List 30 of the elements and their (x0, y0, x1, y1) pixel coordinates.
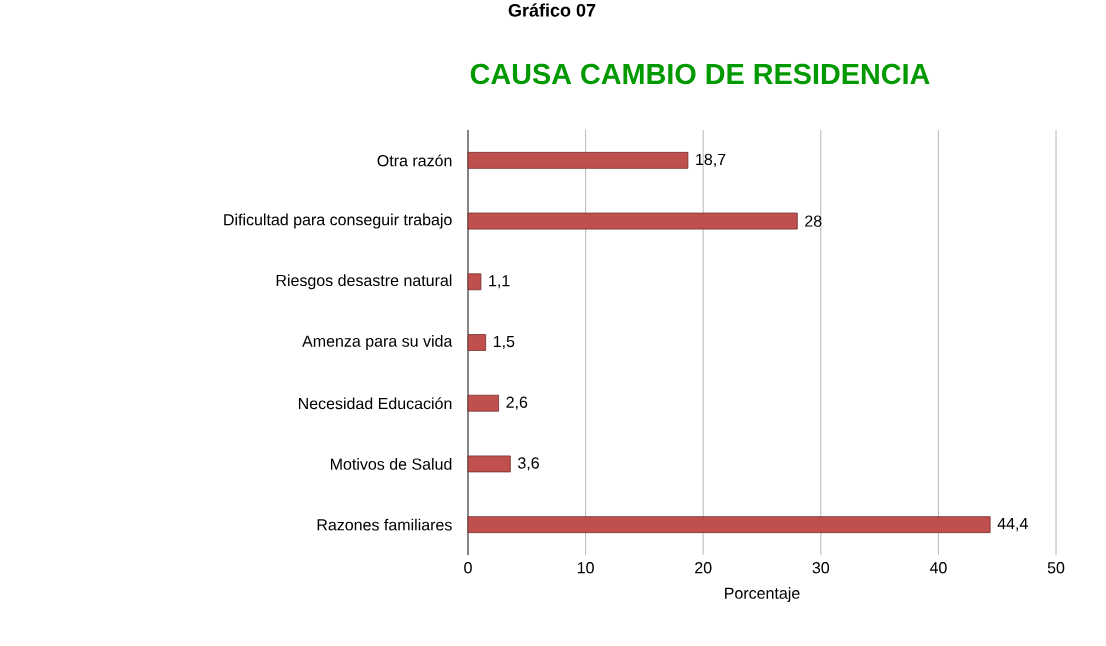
bar (467, 151, 689, 169)
x-tick-label: 30 (812, 562, 830, 574)
y-tick-label: Amenza para su vida (302, 335, 453, 350)
y-tick-label: Razones familiares (317, 518, 452, 531)
y-tick-label: Riesgos desastre natural (276, 274, 452, 290)
y-tick-label: Dificultad para conseguir trabajo (224, 213, 452, 229)
bar (467, 455, 511, 473)
y-tick-label: Otra razón (377, 154, 452, 167)
data-label: 3,6 (518, 457, 539, 471)
data-label: 28 (805, 215, 822, 227)
x-tick-label: 50 (1047, 562, 1065, 574)
bar (467, 394, 499, 412)
data-label: 2,6 (506, 396, 528, 410)
x-tick-label: 20 (695, 562, 712, 574)
x-tick-label: 40 (929, 562, 947, 574)
y-tick-label: Motivos de Salud (330, 458, 452, 470)
x-tick-label: 10 (577, 562, 594, 574)
y-tick-label: Necesidad Educación (298, 397, 452, 410)
data-label: 1,1 (489, 275, 510, 289)
x-tick-label: 0 (464, 562, 472, 574)
bar (467, 334, 487, 351)
x-axis-title: Porcentaje (725, 587, 800, 603)
data-label: 18,7 (696, 153, 726, 167)
bar (467, 212, 798, 230)
bar (467, 516, 991, 534)
data-label: 1,5 (493, 335, 515, 350)
data-label: 44,4 (997, 518, 1028, 532)
bar (467, 273, 482, 291)
chart-title: CAUSA CAMBIO DE RESIDENCIA (470, 63, 930, 85)
text: Gráfico 07 (508, 3, 596, 17)
